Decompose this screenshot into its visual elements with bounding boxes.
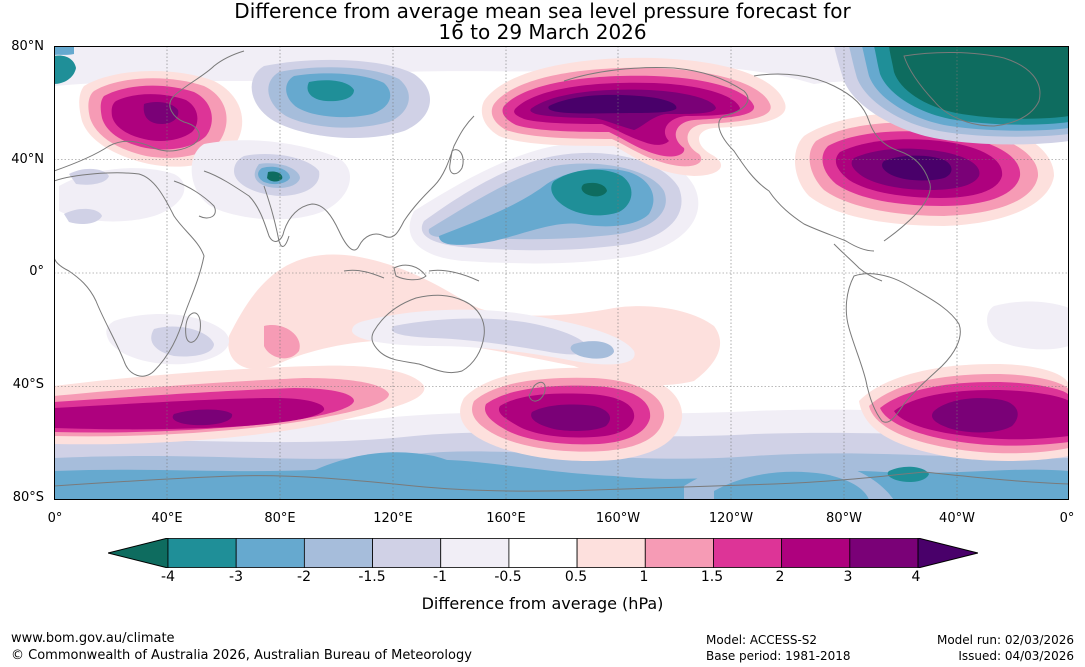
- map-title-line1: Difference from average mean sea level p…: [234, 0, 851, 23]
- colorbar-tick-label: -1.5: [358, 569, 386, 585]
- north-america-high: [794, 112, 1054, 226]
- alaska-high: [481, 57, 786, 176]
- colorbar-tick-label: -2: [297, 569, 311, 585]
- colorbar-tick-label: 3: [843, 569, 853, 585]
- pressure-anomaly-map: [54, 46, 1069, 500]
- lat-label-80n: 80°N: [11, 39, 44, 54]
- colorbar-tick-label: -3: [229, 569, 243, 585]
- lon-label-80w: 80°W: [826, 511, 862, 526]
- central-asia-anomalies: [59, 140, 351, 224]
- colorbar-tick-label: 4: [911, 569, 921, 585]
- graticule: [54, 46, 1069, 500]
- footer-issued: Issued: 04/03/2026: [958, 649, 1074, 663]
- lon-label-160w: 160°W: [595, 511, 641, 526]
- colorbar-tick-label: 1: [639, 569, 649, 585]
- colorbar-tick-label: -0.5: [494, 569, 522, 585]
- southern-negative-anomalies: [106, 301, 1069, 365]
- lon-label-40w: 40°W: [939, 511, 975, 526]
- colorbar-max-extension: [917, 538, 978, 568]
- colorbar-cell: [235, 538, 305, 568]
- siberia-low: [251, 59, 431, 139]
- lat-label-40s: 40°S: [12, 377, 44, 392]
- colorbar-cell: [644, 538, 714, 568]
- lon-label-0-left: 0°: [47, 511, 63, 526]
- lon-label-160e: 160°E: [486, 511, 526, 526]
- lon-label-120w: 120°W: [708, 511, 754, 526]
- map-title-line2: 16 to 29 March 2026: [438, 20, 647, 44]
- south-atlantic-high: [859, 364, 1069, 461]
- colorbar-cell: [713, 538, 783, 568]
- footer-base-period: Base period: 1981-2018: [706, 649, 851, 663]
- south-pacific-high: [460, 367, 683, 462]
- colorbar-cell: [440, 538, 510, 568]
- colorbar-cell: [576, 538, 646, 568]
- colorbar-cell: [849, 538, 919, 568]
- footer-model: Model: ACCESS-S2: [706, 633, 818, 647]
- lon-label-0-right: 0°: [1059, 511, 1075, 526]
- colorbar-min-extension: [108, 538, 169, 568]
- colorbar-tick-label: -1: [433, 569, 447, 585]
- colorbar-tick-label: 2: [775, 569, 785, 585]
- lon-label-80e: 80°E: [264, 511, 296, 526]
- coastlines: [54, 50, 1069, 492]
- footer-website: www.bom.gov.au/climate: [11, 631, 175, 646]
- colorbar-tick-label: 0.5: [564, 569, 588, 585]
- europe-high: [79, 70, 243, 167]
- lon-label-40e: 40°E: [151, 511, 183, 526]
- colorbar-cell: [372, 538, 442, 568]
- colorbar-cell: [167, 538, 237, 568]
- north-pacific-low: [409, 142, 699, 264]
- lon-label-120e: 120°E: [373, 511, 413, 526]
- footer-model-run: Model run: 02/03/2026: [936, 633, 1074, 647]
- lat-label-0: 0°: [29, 264, 44, 279]
- colorbar-cell: [781, 538, 851, 568]
- greenland-low: [54, 46, 1069, 145]
- colorbar-tick-label: 1.5: [700, 569, 724, 585]
- lat-label-80s: 80°S: [12, 490, 44, 505]
- colorbar-tick-label: -4: [161, 569, 175, 585]
- footer-copyright: © Commonwealth of Australia 2026, Austra…: [11, 648, 472, 663]
- colorbar-cell: [303, 538, 373, 568]
- colorbar-cell: [508, 538, 578, 568]
- lat-label-40n: 40°N: [11, 152, 44, 167]
- colorbar-title: Difference from average (hPa): [421, 594, 664, 613]
- colorbar: [108, 538, 978, 568]
- south-indian-high: [54, 365, 425, 445]
